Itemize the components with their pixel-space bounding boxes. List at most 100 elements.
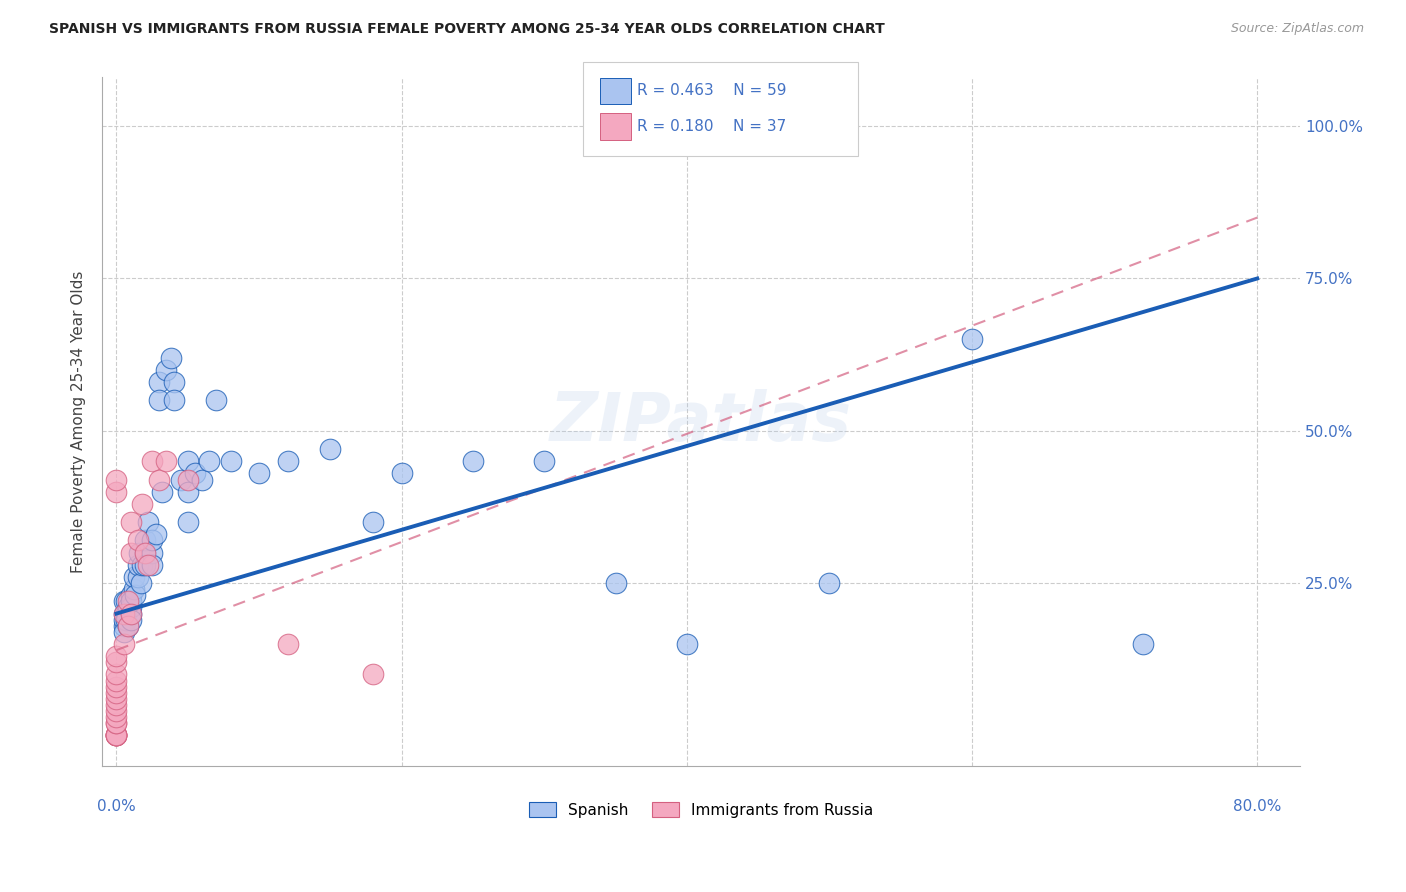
- Point: [134, 533, 156, 548]
- Text: SPANISH VS IMMIGRANTS FROM RUSSIA FEMALE POVERTY AMONG 25-34 YEAR OLDS CORRELATI: SPANISH VS IMMIGRANTS FROM RUSSIA FEMALE…: [49, 22, 884, 37]
- Point: [155, 454, 177, 468]
- Point: [184, 467, 207, 481]
- Point: [127, 558, 149, 572]
- Point: [533, 454, 555, 468]
- Point: [105, 728, 128, 742]
- Point: [205, 393, 228, 408]
- Text: Source: ZipAtlas.com: Source: ZipAtlas.com: [1230, 22, 1364, 36]
- Point: [461, 454, 484, 468]
- Point: [112, 624, 135, 639]
- Point: [105, 473, 128, 487]
- Point: [105, 716, 128, 731]
- Point: [117, 619, 139, 633]
- Point: [198, 454, 221, 468]
- Point: [169, 473, 191, 487]
- Point: [120, 515, 142, 529]
- Point: [105, 728, 128, 742]
- Point: [122, 570, 145, 584]
- Point: [162, 393, 184, 408]
- Point: [120, 588, 142, 602]
- Point: [177, 454, 200, 468]
- Point: [1132, 637, 1154, 651]
- Point: [120, 594, 142, 608]
- Point: [177, 473, 200, 487]
- Point: [277, 637, 299, 651]
- Point: [141, 546, 163, 560]
- Y-axis label: Female Poverty Among 25-34 Year Olds: Female Poverty Among 25-34 Year Olds: [72, 270, 86, 573]
- Point: [105, 728, 128, 742]
- Point: [219, 454, 242, 468]
- Point: [177, 515, 200, 529]
- Point: [818, 576, 841, 591]
- Text: 0.0%: 0.0%: [97, 799, 136, 814]
- Point: [128, 546, 150, 560]
- Point: [676, 637, 699, 651]
- Point: [141, 454, 163, 468]
- Point: [122, 582, 145, 597]
- Point: [162, 375, 184, 389]
- Point: [141, 558, 163, 572]
- Point: [150, 484, 173, 499]
- Point: [105, 667, 128, 681]
- Point: [105, 728, 128, 742]
- Point: [134, 546, 156, 560]
- Point: [105, 691, 128, 706]
- Point: [105, 673, 128, 688]
- Point: [319, 442, 342, 456]
- Point: [277, 454, 299, 468]
- Point: [124, 588, 146, 602]
- Point: [105, 484, 128, 499]
- Point: [391, 467, 413, 481]
- Point: [120, 546, 142, 560]
- Point: [155, 363, 177, 377]
- Point: [361, 667, 384, 681]
- Point: [145, 527, 167, 541]
- Point: [112, 607, 135, 621]
- Point: [134, 546, 156, 560]
- Point: [112, 613, 135, 627]
- Point: [115, 594, 138, 608]
- Point: [960, 333, 983, 347]
- Text: 80.0%: 80.0%: [1233, 799, 1281, 814]
- Point: [127, 570, 149, 584]
- Point: [117, 619, 139, 633]
- Legend: Spanish, Immigrants from Russia: Spanish, Immigrants from Russia: [523, 796, 880, 823]
- Point: [105, 686, 128, 700]
- Point: [191, 473, 214, 487]
- Point: [120, 613, 142, 627]
- Point: [120, 600, 142, 615]
- Point: [605, 576, 627, 591]
- Point: [117, 600, 139, 615]
- Point: [136, 515, 159, 529]
- Point: [120, 607, 142, 621]
- Text: ZIPatlas: ZIPatlas: [550, 389, 852, 455]
- Point: [159, 351, 181, 365]
- Point: [117, 594, 139, 608]
- Point: [361, 515, 384, 529]
- Point: [105, 704, 128, 718]
- Point: [129, 576, 152, 591]
- Text: R = 0.180    N = 37: R = 0.180 N = 37: [637, 120, 786, 134]
- Point: [131, 558, 153, 572]
- Point: [148, 473, 170, 487]
- Point: [115, 613, 138, 627]
- Text: R = 0.463    N = 59: R = 0.463 N = 59: [637, 84, 786, 98]
- Point: [105, 716, 128, 731]
- Point: [136, 558, 159, 572]
- Point: [112, 594, 135, 608]
- Point: [127, 533, 149, 548]
- Point: [247, 467, 270, 481]
- Point: [148, 393, 170, 408]
- Point: [177, 484, 200, 499]
- Point: [112, 607, 135, 621]
- Point: [105, 728, 128, 742]
- Point: [105, 649, 128, 664]
- Point: [105, 710, 128, 724]
- Point: [112, 637, 135, 651]
- Point: [131, 497, 153, 511]
- Point: [112, 619, 135, 633]
- Point: [105, 728, 128, 742]
- Point: [148, 375, 170, 389]
- Point: [105, 698, 128, 712]
- Point: [120, 607, 142, 621]
